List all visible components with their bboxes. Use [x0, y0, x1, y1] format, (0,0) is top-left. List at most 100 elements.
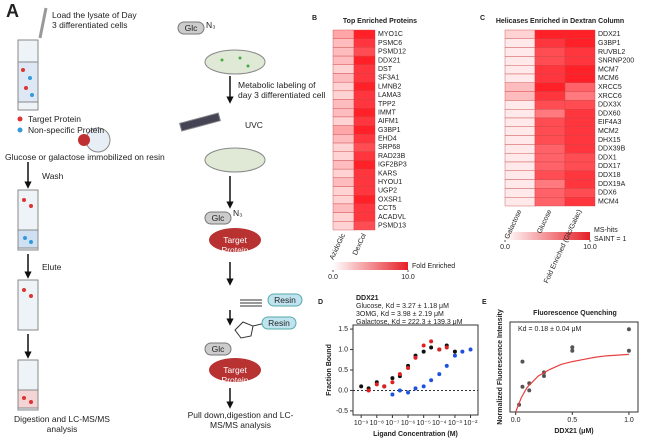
heat-cell [353, 125, 376, 135]
heat-cell [564, 188, 596, 198]
colorbar-label: MS-hits [594, 227, 618, 234]
x-tick-label: 10⁻⁸ [370, 420, 384, 427]
chart-title: Top Enriched Proteins [343, 18, 417, 25]
heat-cell [534, 188, 566, 198]
heat-cell [534, 82, 566, 92]
heat-cell [353, 212, 376, 222]
row-label: DDX19A [598, 181, 626, 188]
y-axis-label: Normalized Fluorescence Intensity [497, 309, 504, 425]
heat-cell [564, 144, 596, 154]
row-label: KARS [378, 170, 397, 177]
x-tick-label: 10⁻⁶ [401, 420, 415, 427]
point [406, 365, 411, 370]
fit-line [515, 353, 629, 413]
point [570, 348, 575, 353]
row-label: MCM2 [598, 128, 619, 135]
heat-cell [332, 29, 355, 39]
plot-frame [352, 324, 479, 416]
row-label: EHD4 [378, 136, 397, 143]
row-label: DDX6 [598, 190, 617, 197]
row-label: LAMA3 [378, 92, 401, 99]
heat-cell [332, 116, 355, 126]
row-label: DDX1 [598, 154, 617, 161]
heat-cell [504, 126, 536, 136]
point [429, 378, 434, 383]
heat-cell [534, 100, 566, 110]
resin: Resin [268, 318, 290, 328]
heat-cell [564, 82, 596, 92]
heat-cell [332, 151, 355, 161]
azide: N₃ [206, 20, 216, 30]
heat-cell [353, 186, 376, 196]
heat-cell [332, 73, 355, 83]
heat-cell [504, 47, 536, 57]
heat-cell [534, 91, 566, 101]
colorbar-b [333, 262, 408, 270]
column-label: Glucose [536, 209, 553, 235]
heat-cell [353, 221, 376, 231]
x-tick-label: 1.0 [624, 417, 634, 424]
x-tick-label: 10⁻⁹ [354, 420, 368, 427]
heat-cell [564, 196, 596, 207]
heat-cell [353, 195, 376, 205]
heat-cell [332, 203, 355, 213]
heat-cell [504, 135, 536, 145]
point [421, 349, 426, 354]
heat-cell [332, 168, 355, 179]
point [444, 345, 449, 350]
row-label: EIF4A3 [598, 119, 621, 126]
row-label: UGP2 [378, 188, 397, 195]
row-label: TPP2 [378, 101, 396, 108]
heat-cell [534, 56, 566, 66]
heat-cell [564, 108, 596, 119]
legend-entry: Glucose, Kd = 3.27 ± 1.18 μM [356, 303, 449, 310]
chart-title: Fluorescence Quenching [533, 310, 617, 317]
heat-cell [504, 38, 536, 48]
point [437, 347, 442, 352]
step-text: Glucose or galactose immobilized on resi… [5, 152, 165, 162]
row-label: DDX60 [598, 110, 621, 117]
heat-cell [564, 161, 596, 172]
heat-cell [332, 160, 355, 170]
heat-cell [564, 117, 596, 128]
heat-cell [534, 38, 566, 48]
heat-cell [504, 170, 536, 180]
heat-cell [504, 56, 536, 66]
heat-cell [332, 90, 355, 100]
heat-cell [504, 196, 536, 207]
heat-cell [332, 81, 355, 92]
point [468, 347, 473, 352]
heat-cell [504, 73, 536, 84]
row-label: AIFM1 [378, 118, 399, 125]
point [397, 372, 402, 377]
x-tick-label: 0.5 [567, 417, 577, 424]
point [413, 386, 418, 391]
column-label: DexCol [352, 232, 368, 256]
panel-letter: D [318, 299, 323, 306]
step-text: Pull down,digestion and LC-MS/MS analysi… [187, 410, 294, 430]
row-label: DDX21 [378, 57, 401, 64]
y-tick-label: 0.0 [338, 387, 348, 394]
heat-cell [332, 142, 355, 152]
column-label: AzidoGlc [329, 232, 347, 261]
heat-cell [534, 170, 566, 180]
heat-cell [353, 134, 376, 144]
heat-cell [564, 135, 596, 145]
x-tick-label: 10⁻⁷ [385, 420, 399, 427]
heat-cell [564, 73, 596, 84]
point [390, 392, 395, 397]
point [452, 353, 457, 358]
heat-cell [534, 29, 566, 40]
point [452, 349, 457, 354]
heat-cell [332, 38, 355, 48]
heat-cell [564, 126, 596, 136]
heat-cell [332, 195, 355, 205]
heat-cell [564, 64, 596, 75]
heat-cell [353, 151, 376, 161]
heat-cell [534, 47, 566, 57]
heat-cell [353, 142, 376, 152]
heat-cell [332, 64, 355, 74]
point [390, 380, 395, 385]
y-tick-label: 0.5 [338, 367, 348, 374]
glc: Glc [184, 23, 198, 33]
